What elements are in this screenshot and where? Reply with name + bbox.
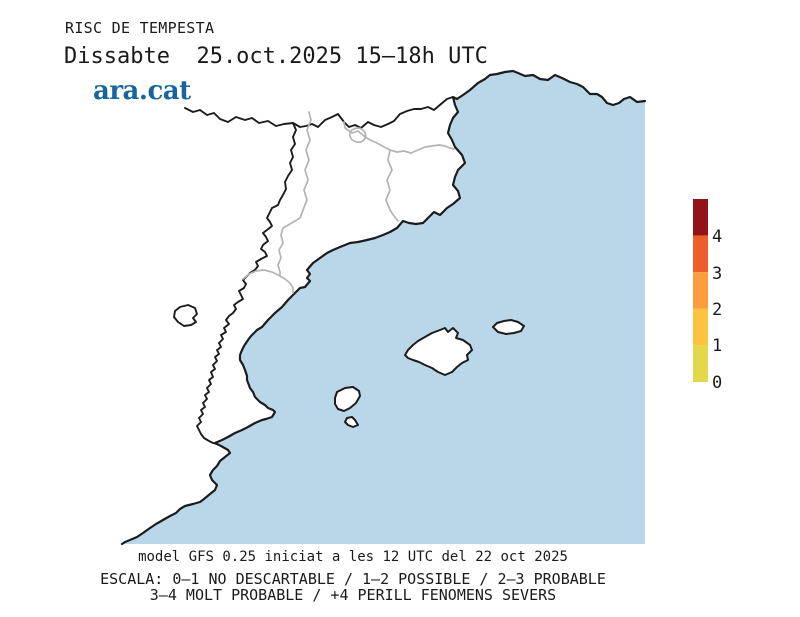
- valid-time-label: Dissabte 25.oct.2025 15–18h UTC: [64, 44, 488, 69]
- coastline: [120, 69, 647, 546]
- island-mallorca: [404, 327, 473, 376]
- island-eivissa: [334, 386, 361, 412]
- colorbar-tick-2: 2: [712, 300, 722, 320]
- colorbar-tick-3: 3: [712, 264, 722, 284]
- province-border-west: [277, 111, 312, 277]
- colorbar-tick-4: 4: [712, 227, 722, 247]
- colorbar-tick-0: 0: [712, 373, 722, 393]
- province-border-girona: [385, 149, 399, 222]
- colorbar-tick-1: 1: [712, 336, 722, 356]
- colorbar-segment-4plus: [693, 199, 708, 236]
- ara-cat-logo: ara.cat: [93, 76, 191, 106]
- scale-legend-line2: 3–4 MOLT PROBABLE / +4 PERILL FENOMENS S…: [149, 586, 557, 604]
- aragon-border: [196, 122, 297, 445]
- island-formentera: [344, 416, 359, 428]
- enclave-outline: [173, 304, 198, 327]
- colorbar-segment-3-4: [693, 235, 708, 273]
- risk-colorbar: 4 3 2 1 0: [693, 199, 722, 393]
- colorbar-segment-0-1: [693, 345, 708, 382]
- page-title: RISC DE TEMPESTA: [65, 19, 215, 37]
- france-spain-border: [184, 96, 454, 129]
- province-border-southwest: [242, 269, 281, 280]
- province-border-to-coast: [279, 275, 294, 294]
- colorbar-segment-1-2: [693, 308, 708, 346]
- province-border-pyrenees-east: [343, 121, 455, 154]
- island-menorca: [492, 319, 525, 335]
- model-init-label: model GFS 0.25 iniciat a les 12 UTC del …: [138, 549, 568, 565]
- scale-legend-line1: ESCALA: 0–1 NO DESCARTABLE / 1–2 POSSIBL…: [100, 570, 606, 588]
- llivia-enclave-outline: [348, 127, 367, 144]
- mediterranean-sea: [122, 71, 645, 544]
- colorbar-segment-2-3: [693, 272, 708, 309]
